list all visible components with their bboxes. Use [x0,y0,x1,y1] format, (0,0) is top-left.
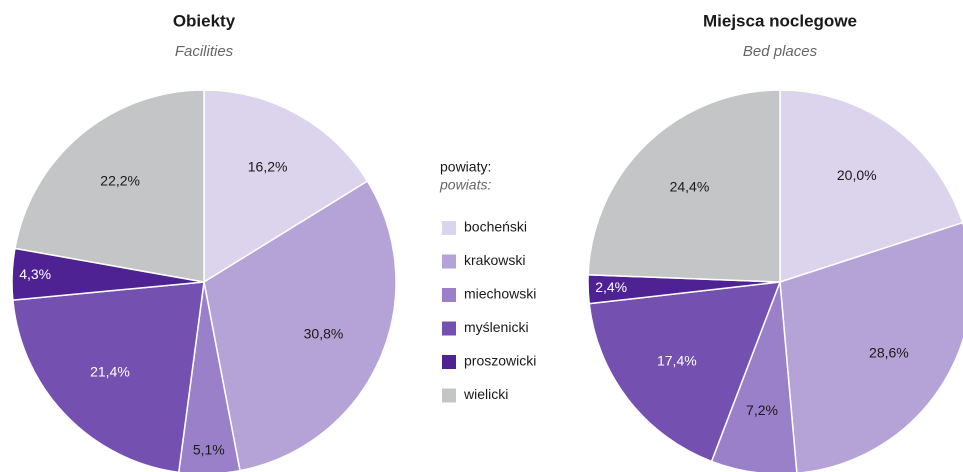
pie-slice [178,281,241,472]
pie-slice [779,221,963,472]
pie-slice [203,89,369,284]
value-label: 24,4% [670,179,710,195]
pie-slice [203,180,397,472]
chart-subtitle: Facilities [175,43,234,60]
legend-label: proszowicki [464,353,536,369]
legend-swatch [442,221,456,235]
legend-swatch [442,355,456,369]
legend-swatch [442,388,456,403]
value-label: 5,1% [193,442,225,458]
legend-swatch [442,321,456,336]
value-label: 20,0% [837,167,877,183]
legend-title: powiaty: [440,159,491,175]
value-label: 30,8% [304,325,344,341]
legend-label: krakowski [464,252,525,268]
pie-slice [14,89,205,283]
legend-subtitle: powiats: [439,177,491,193]
value-label: 21,4% [90,363,130,379]
pie-slice [588,281,782,463]
chart-title: Obiekty [173,11,236,30]
pie-slice [779,89,963,284]
value-label: 22,2% [100,173,140,189]
legend-label: myślenicki [464,319,529,335]
legend-label: bocheński [464,219,527,235]
pie-slice [587,89,781,283]
chart-subtitle: Bed places [743,43,818,60]
legend-label: miechowski [464,286,536,302]
value-label: 17,4% [657,353,697,369]
legend-swatch [442,254,456,269]
legend-swatch [442,288,456,302]
legend-label: wielicki [463,386,508,402]
chart-title: Miejsca noclegowe [703,11,857,30]
value-label: 16,2% [248,159,288,175]
value-label: 2,4% [595,279,627,295]
value-label: 4,3% [19,266,51,282]
value-label: 7,2% [746,402,778,418]
pie-slice [12,281,205,472]
value-label: 28,6% [869,345,909,361]
